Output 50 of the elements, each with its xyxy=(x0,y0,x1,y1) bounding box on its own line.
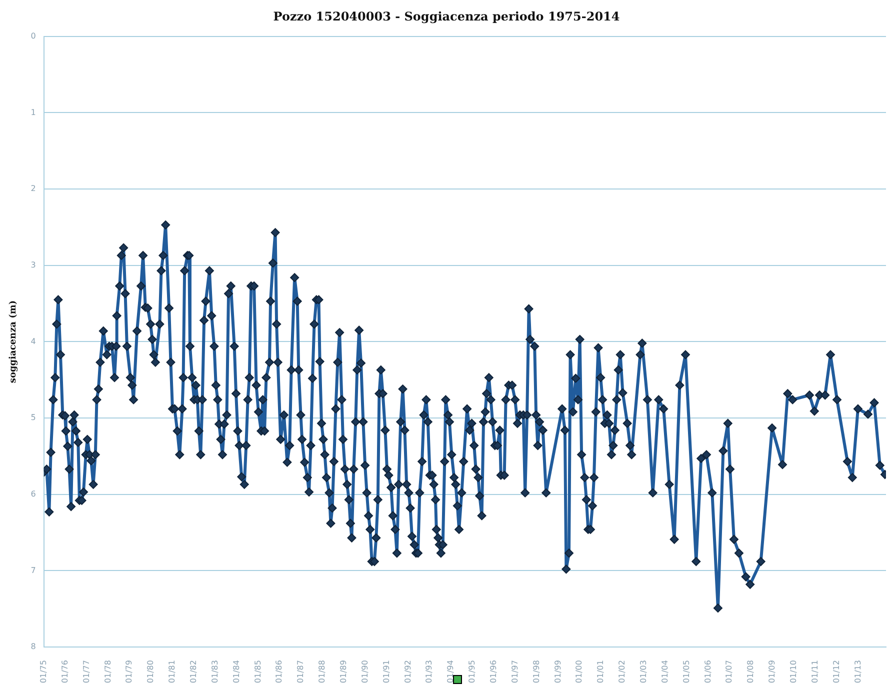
x-tick-label: 01/03 xyxy=(639,660,648,684)
x-tick-label: 01/93 xyxy=(424,660,434,684)
x-tick-label: 01/04 xyxy=(660,660,670,684)
y-tick-label: 4 xyxy=(30,336,36,346)
x-tick-label: 01/10 xyxy=(789,660,798,684)
y-tick-label: 0 xyxy=(30,31,36,40)
x-tick-label: 01/07 xyxy=(724,660,734,684)
x-tick-label: 01/79 xyxy=(124,660,134,684)
y-tick-label: 5 xyxy=(30,413,36,422)
y-tick-label: 2 xyxy=(30,184,36,194)
x-tick-label: 01/89 xyxy=(339,660,348,684)
x-tick-label: 01/96 xyxy=(488,660,498,684)
x-tick-label: 01/83 xyxy=(210,660,220,684)
y-tick-label: 7 xyxy=(30,566,36,575)
x-tick-label: 01/75 xyxy=(38,660,48,684)
x-tick-label: 01/00 xyxy=(574,660,584,684)
x-tick-label: 01/97 xyxy=(510,660,520,684)
x-tick-label: 01/87 xyxy=(296,660,306,684)
x-tick-label: 01/82 xyxy=(188,660,198,684)
x-tick-label: 01/01 xyxy=(596,660,606,684)
x-tick-label: 01/94 xyxy=(446,660,456,684)
x-tick-label: 01/13 xyxy=(853,660,862,684)
x-tick-label: 01/05 xyxy=(682,660,691,684)
x-tick-label: 01/88 xyxy=(318,660,327,684)
x-tick-label: 01/92 xyxy=(403,660,412,684)
x-tick-label: 01/11 xyxy=(810,660,820,684)
x-tick-label: 01/09 xyxy=(768,660,777,684)
x-tick-label: 01/12 xyxy=(832,660,841,684)
x-tick-label: 01/81 xyxy=(168,660,177,684)
y-tick-label: 6 xyxy=(30,489,36,498)
x-tick-label: 01/06 xyxy=(703,660,712,684)
x-tick-label: 01/84 xyxy=(232,660,241,684)
x-tick-label: 01/85 xyxy=(253,660,262,684)
x-tick-label: 01/08 xyxy=(746,660,756,684)
x-tick-label: 01/91 xyxy=(382,660,391,684)
x-tick-label: 01/80 xyxy=(146,660,156,684)
y-tick-label: 8 xyxy=(30,642,36,652)
x-tick-label: 01/98 xyxy=(532,660,541,684)
chart-title: Pozzo 152040003 - Soggiacenza periodo 1975-2014 xyxy=(273,9,620,24)
x-tick-label: 01/77 xyxy=(82,660,91,684)
x-tick-label: 01/02 xyxy=(618,660,627,684)
x-tick-label: 01/78 xyxy=(103,660,112,684)
x-tick-label: 01/76 xyxy=(60,660,70,684)
x-tick-label: 01/99 xyxy=(553,660,562,684)
x-tick-label: 01/90 xyxy=(360,660,370,684)
y-tick-label: 3 xyxy=(30,260,36,270)
y-axis-title: soggiacenza (m) xyxy=(8,300,19,384)
x-tick-label: 01/95 xyxy=(468,660,477,684)
x-tick-label: 01/86 xyxy=(274,660,284,684)
y-tick-label: 1 xyxy=(30,108,36,117)
